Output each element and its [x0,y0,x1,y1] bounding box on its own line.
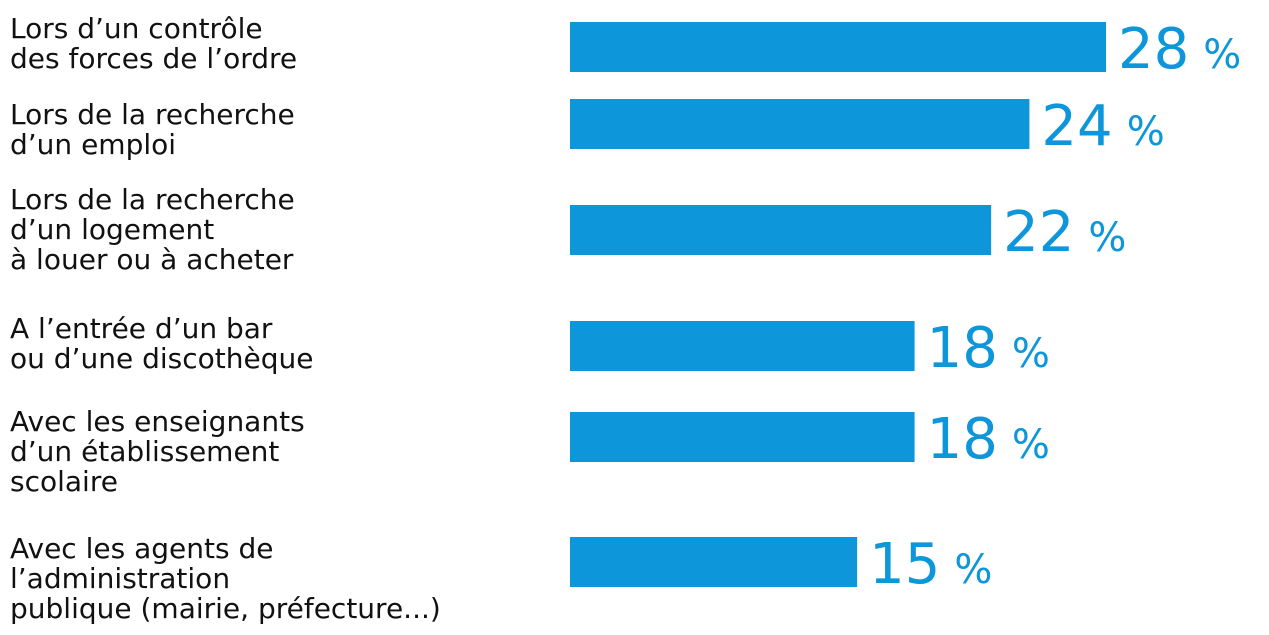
value-unit: % [1127,109,1165,155]
category-label-line: Avec les agents de [10,532,273,565]
value-label: 18% [927,407,1050,472]
value-unit: % [1012,331,1050,377]
value-label: 22% [1003,200,1126,265]
value-unit: % [954,547,992,593]
value-number: 18 [927,316,998,381]
category-label: Lors de la recherche d’un logement à louer… [10,183,295,276]
value-number: 22 [1003,200,1074,265]
value-label: 15% [869,532,992,597]
category-label: Avec les enseignants d’un établissement sc… [10,405,305,498]
category-label: Lors de la recherche d’un emploi [10,98,295,161]
value-unit: % [1203,32,1241,78]
category-labels: Lors d’un contrôle des forces de l’ordreL… [10,12,441,625]
value-label: 18% [927,316,1050,381]
bar [570,537,858,587]
value-labels: 28 %24 %22 %18 %18 %15% [869,17,1241,597]
bar [570,321,915,371]
value-label: 28% [1118,17,1241,82]
value-label: 24% [1041,94,1164,159]
category-label-line: à louer ou à acheter [10,243,294,276]
category-label-line: Lors d’un contrôle [10,12,263,45]
category-label: Avec les agents de l’administration publiq… [10,532,441,625]
bar [570,22,1106,72]
category-label-line: A l’entrée d’un bar [10,312,273,345]
category-label-line: d’un établissement [10,435,279,468]
value-number: 15 [869,532,940,597]
value-number: 28 [1118,17,1189,82]
bars [570,22,1106,587]
category-label: A l’entrée d’un bar ou d’une discothèque [10,312,313,375]
bar [570,205,992,255]
category-label-line: Lors de la recherche [10,98,295,131]
category-label-line: d’un logement [10,213,214,246]
value-unit: % [1012,422,1050,468]
category-label-line: scolaire [10,465,118,498]
bar [570,99,1030,149]
category-label-line: Lors de la recherche [10,183,295,216]
category-label-line: Avec les enseignants [10,405,305,438]
category-label-line: l’administration [10,562,230,595]
category-label-line: des forces de l’ordre [10,42,297,75]
category-label: Lors d’un contrôle des forces de l’ordre [10,12,297,75]
value-number: 24 [1041,94,1112,159]
category-label-line: publique (mairie, préfecture...) [10,592,441,625]
category-label-line: d’un emploi [10,128,176,161]
value-unit: % [1088,215,1126,261]
category-label-line: ou d’une discothèque [10,342,313,375]
bar [570,412,915,462]
value-number: 18 [927,407,998,472]
